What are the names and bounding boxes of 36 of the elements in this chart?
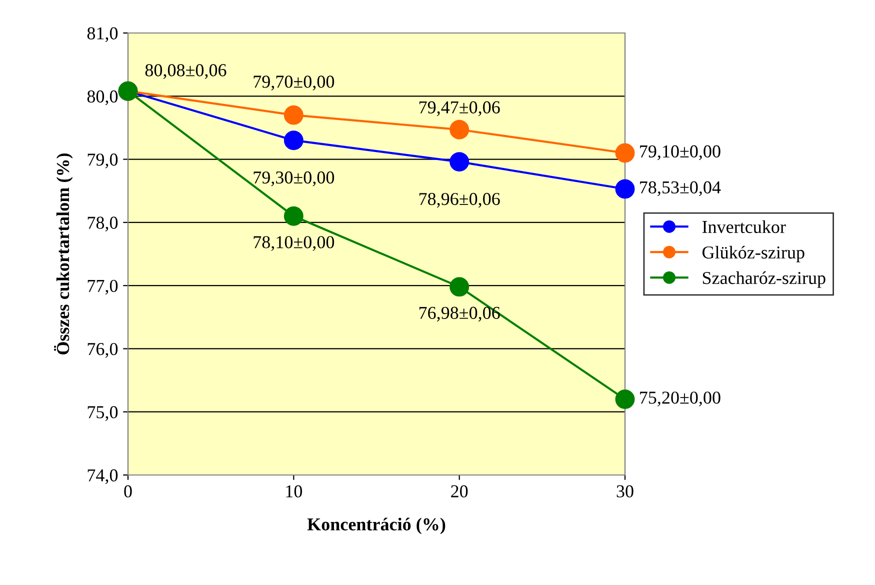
legend-label: Invertcukor [702,220,786,234]
y-tick-label: 75,0 [88,406,118,421]
y-tick-label: 81,0 [87,27,118,42]
y-tick-label: 74,0 [88,469,118,484]
point [450,120,470,140]
y-axis-title: Összes cukortartalom (%) [54,154,73,354]
point [615,143,635,163]
y-tick-label: 80,0 [87,90,118,106]
x-tick-label: 10 [286,485,302,498]
y-tick-label: 76,0 [88,342,118,358]
data-label: 78,96±0,06 [419,192,500,208]
data-label: 78,10±0,00 [254,236,334,251]
data-label: 80,08±0,06 [145,64,226,79]
data-label: 76,98±0,06 [419,306,500,322]
data-label: 79,10±0,00 [640,145,720,160]
data-label: 75,20±0,00 [640,392,720,406]
x-tick-label: 0 [124,485,132,498]
legend-label: Szacharóz-szirup [702,271,826,288]
point [615,179,635,199]
point [450,277,470,297]
x-axis-title: Koncentráció (%) [307,518,446,534]
data-label: 79,70±0,00 [254,76,334,90]
y-tick-label: 78,0 [88,216,118,232]
data-label: 79,47±0,06 [419,101,500,116]
data-label: 79,30±0,00 [254,171,334,186]
data-label: 78,53±0,04 [640,181,721,196]
point [615,390,635,409]
x-tick-label: 20 [451,485,468,498]
legend-label: Glükóz-szirup [702,246,804,262]
point [284,105,304,125]
x-tick-label: 30 [616,485,634,498]
point [284,130,304,150]
point [284,206,304,226]
y-tick-label: 77,0 [88,280,118,295]
y-tick-label: 79,0 [88,154,118,168]
point [450,152,470,172]
